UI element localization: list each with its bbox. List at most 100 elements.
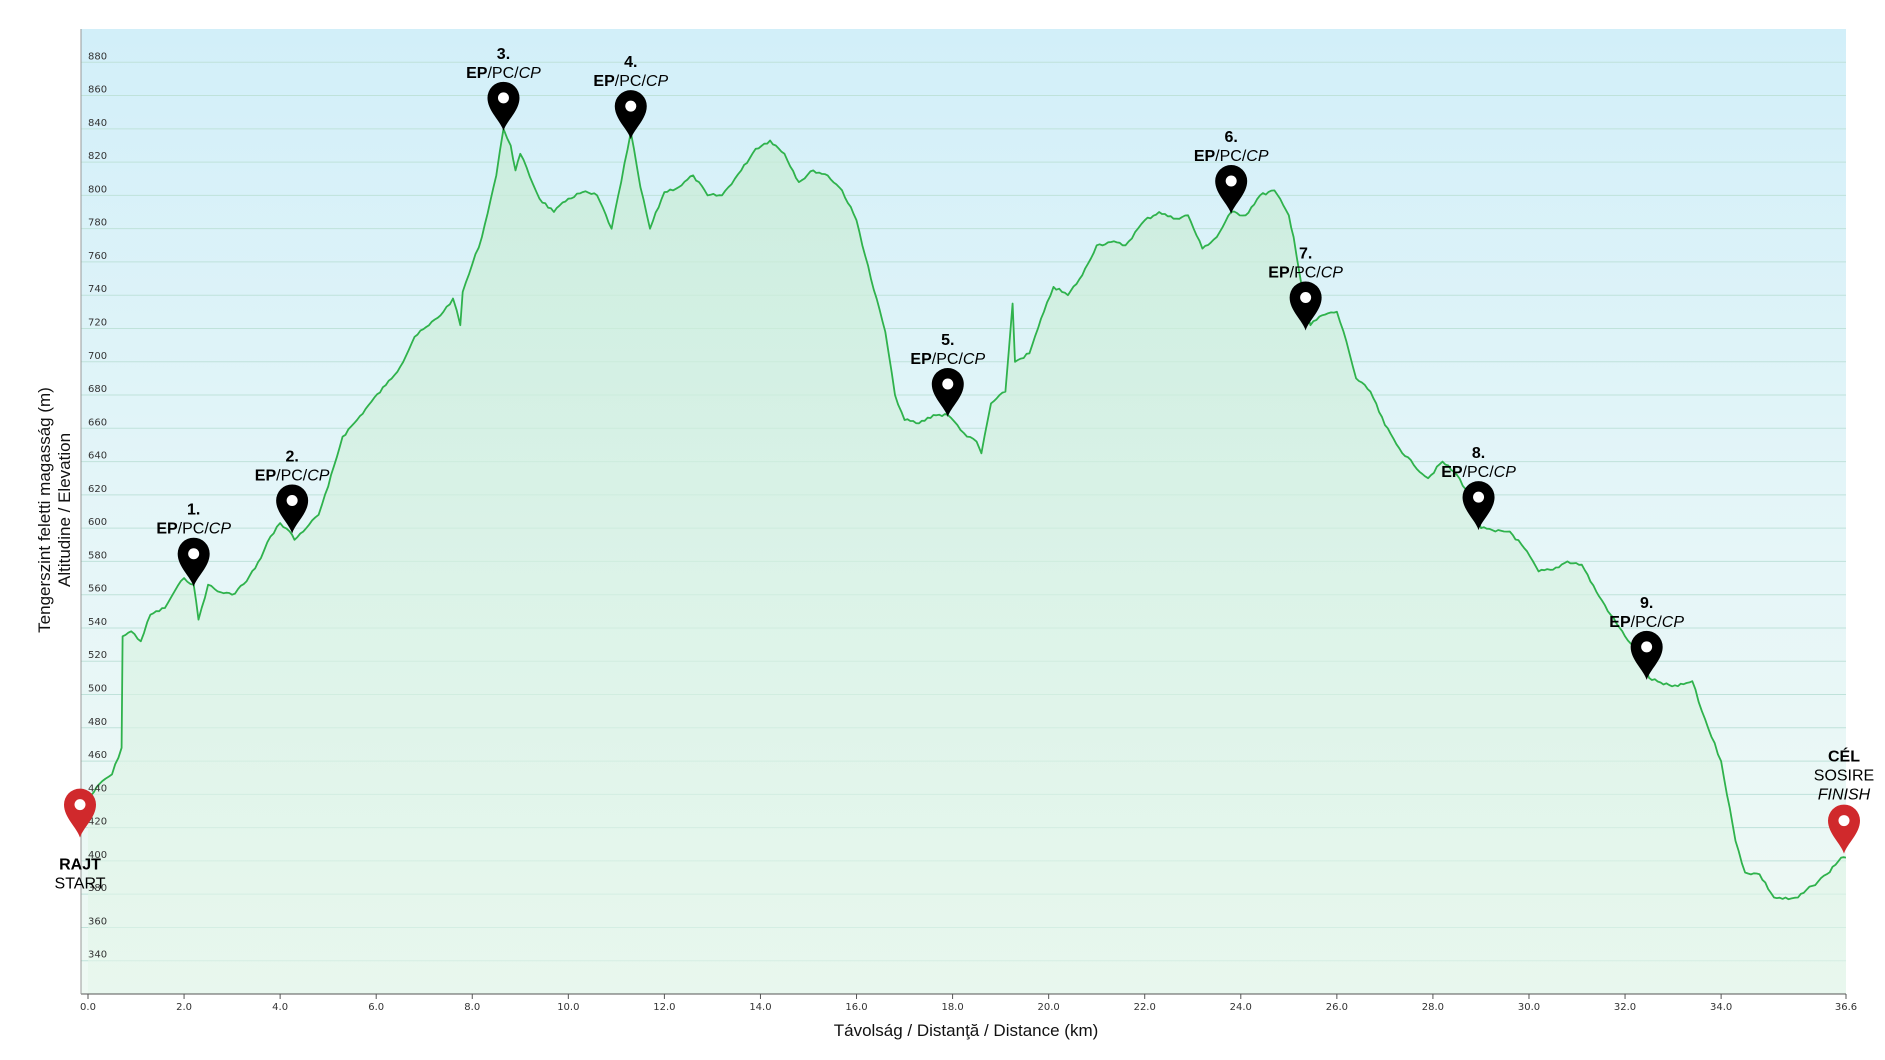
start-label-line2: START [55, 876, 106, 893]
pin-shape [487, 81, 520, 131]
checkpoint-label: EP/PC/CP [156, 521, 231, 538]
y-tick-labels: 340 360 380 400 420 440 460 480 500 520 540 560 580 6… [88, 51, 107, 960]
y-tick-label: 540 [88, 617, 107, 628]
y-tick-label: 580 [88, 550, 107, 561]
elevation-area [88, 128, 1846, 994]
start-pin-icon [64, 788, 96, 838]
checkpoint-8: 8.EP/PC/CP [1441, 445, 1516, 531]
checkpoint-label-ep: EP [156, 521, 178, 538]
checkpoint-label-ep: EP [466, 65, 488, 82]
checkpoint-label-sep2: / [641, 73, 646, 90]
checkpoint-label-sep2: / [303, 467, 308, 484]
checkpoint-label-cp: CP [1246, 148, 1269, 165]
checkpoint-3: 3.EP/PC/CP [466, 46, 541, 131]
checkpoint-label-pc: PC [281, 467, 303, 484]
checkpoint-label-cp: CP [1494, 464, 1517, 481]
finish-label-line3: FINISH [1818, 787, 1871, 804]
y-axis-title-line1: Tengerszint feletti magasság (m) [35, 387, 54, 633]
map-pin-icon [1215, 165, 1248, 215]
pin-shape [1462, 481, 1495, 531]
checkpoint-label-sep2: / [204, 521, 209, 538]
checkpoint-6: 6.EP/PC/CP [1194, 129, 1269, 215]
checkpoint-label-ep: EP [1441, 464, 1463, 481]
checkpoint-label: EP/PC/CP [1268, 264, 1343, 281]
checkpoint-label-pc: PC [1467, 464, 1489, 481]
pin-shape [276, 484, 309, 534]
checkpoint-9: 9.EP/PC/CP [1609, 595, 1684, 680]
checkpoint-label-pc: PC [1220, 148, 1242, 165]
checkpoint-4: 4.EP/PC/CP [593, 54, 668, 140]
checkpoint-label-ep: EP [1194, 148, 1216, 165]
pin-shape [614, 90, 647, 140]
checkpoint-label-cp: CP [1662, 614, 1685, 631]
pin-shape [931, 368, 964, 417]
checkpoint-label: EP/PC/CP [1441, 464, 1516, 481]
checkpoint-5: 5.EP/PC/CP [910, 332, 985, 417]
y-tick-label: 480 [88, 717, 107, 728]
y-tick-label: 400 [88, 850, 107, 861]
checkpoint-label: EP/PC/CP [593, 73, 668, 90]
y-tick-label: 860 [88, 85, 107, 96]
x-tick-label: 24.0 [1230, 1002, 1252, 1013]
checkpoint-number: 8. [1472, 445, 1485, 462]
checkpoint-markers: 1.EP/PC/CP2.EP/PC/CP3.EP/PC/CP4.EP/PC/CP… [55, 46, 1875, 893]
x-tick-label: 30.0 [1518, 1002, 1540, 1013]
y-tick-label: 360 [88, 916, 107, 927]
map-pin-icon [1630, 630, 1663, 680]
x-tick-label: 16.0 [845, 1002, 867, 1013]
x-tick-label: 18.0 [941, 1002, 963, 1013]
map-pin-icon [1289, 281, 1322, 331]
pin-shape [64, 788, 96, 838]
finish-marker: CÉL SOSIRE FINISH [1814, 747, 1874, 854]
x-tick-label: 22.0 [1134, 1002, 1156, 1013]
y-tick-label: 440 [88, 783, 107, 794]
checkpoint-number: 6. [1225, 129, 1238, 146]
pin-hole [625, 100, 637, 112]
y-tick-label: 780 [88, 218, 107, 229]
y-tick-label: 660 [88, 417, 107, 428]
pin-hole [74, 799, 86, 811]
pin-hole [497, 92, 509, 104]
map-pin-icon [1462, 481, 1495, 531]
pin-shape [1630, 630, 1663, 680]
checkpoint-label-sep2: / [514, 65, 519, 82]
checkpoint-label-sep2: / [958, 351, 963, 368]
y-tick-label: 680 [88, 384, 107, 395]
checkpoint-1: 1.EP/PC/CP [156, 502, 231, 587]
x-tick-label: 28.0 [1422, 1002, 1444, 1013]
checkpoint-label-cp: CP [646, 73, 669, 90]
y-tick-label: 880 [88, 51, 107, 62]
y-tick-label: 800 [88, 184, 107, 195]
pin-shape [177, 537, 210, 587]
start-marker: RAJT START [55, 788, 106, 893]
y-tick-label: 620 [88, 484, 107, 495]
checkpoint-label: EP/PC/CP [910, 351, 985, 368]
y-tick-label: 420 [88, 817, 107, 828]
checkpoint-label: EP/PC/CP [1609, 614, 1684, 631]
checkpoint-label-pc: PC [1294, 264, 1316, 281]
checkpoint-label-sep2: / [1489, 464, 1494, 481]
x-tick-label: 2.0 [176, 1002, 192, 1013]
checkpoint-label: EP/PC/CP [466, 65, 541, 82]
map-pin-icon [931, 368, 964, 417]
y-tick-label: 460 [88, 750, 107, 761]
checkpoint-label-pc: PC [936, 351, 958, 368]
y-tick-label: 600 [88, 517, 107, 528]
start-label-line1: RAJT [59, 857, 101, 874]
x-tick-label: 10.0 [557, 1002, 579, 1013]
y-tick-label: 740 [88, 284, 107, 295]
x-tick-label: 8.0 [464, 1002, 480, 1013]
pin-hole [1300, 291, 1312, 303]
checkpoint-label-cp: CP [963, 351, 986, 368]
y-tick-label: 760 [88, 251, 107, 262]
finish-label-line2: SOSIRE [1814, 768, 1874, 785]
checkpoint-number: 1. [187, 502, 200, 519]
y-tick-label: 560 [88, 584, 107, 595]
x-tick-label: 32.0 [1614, 1002, 1636, 1013]
y-tick-label: 340 [88, 950, 107, 961]
x-tick-labels: 0.0 2.0 4.0 6.0 8.0 10.0 12.0 14.0 16.0 18.0 20.0 2… [80, 994, 1857, 1013]
checkpoint-label-cp: CP [519, 65, 542, 82]
pin-shape [1289, 281, 1322, 331]
map-pin-icon [177, 537, 210, 587]
